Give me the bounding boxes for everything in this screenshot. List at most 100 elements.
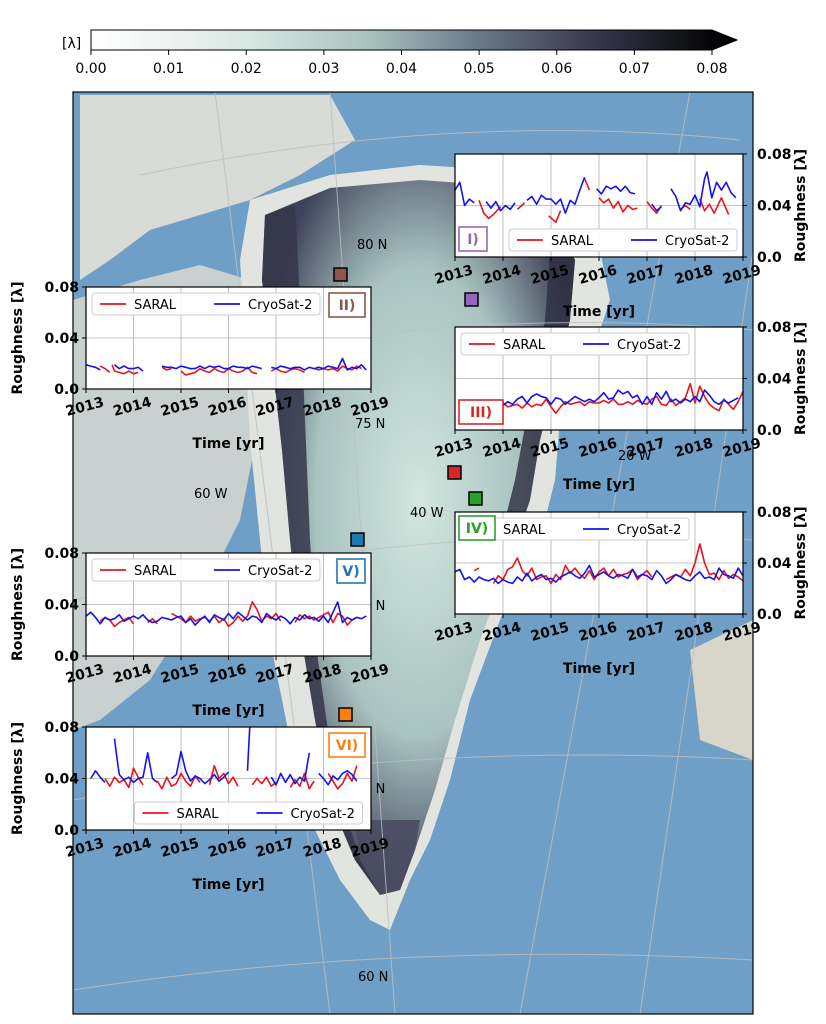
y-tick-label: 0.08 (757, 320, 792, 336)
legend-label: SARAL (503, 338, 546, 353)
series-line-saral (99, 601, 358, 628)
y-tick-label: 0.04 (757, 199, 792, 215)
legend: SARAL CryoSat-2 (134, 801, 363, 825)
panel-label-text: III) (470, 405, 492, 421)
location-marker-V (350, 532, 365, 547)
location-marker-VI (338, 707, 353, 722)
location-marker-IV (468, 491, 483, 506)
legend-label: CryoSat-2 (665, 234, 729, 249)
map-land-svalbard (690, 620, 753, 760)
legend-label: CryoSat-2 (617, 523, 681, 538)
colorbar-ticks: 0.00 0.01 0.02 0.03 0.04 0.05 0.06 0.07 0.08 (75, 50, 728, 77)
panel-label-text: I) (467, 232, 479, 248)
y-tick-label: 0.04 (44, 772, 79, 788)
y-axis-label: Roughness [λ] (793, 506, 809, 619)
y-tick-label: 0.08 (44, 280, 79, 296)
x-axis-label: Time [yr] (192, 877, 264, 893)
panel-label-text: IV) (466, 521, 488, 537)
legend-label: SARAL (177, 807, 220, 822)
y-axis-label: Roughness [λ] (10, 548, 26, 661)
lat-label-60: 60 N (358, 970, 388, 985)
colorbar: [λ] 0.00 0.01 0.02 0.03 0.04 0.05 0.06 0.07 0.08 (62, 29, 739, 77)
legend-label: SARAL (551, 234, 594, 249)
y-tick-label: 0.0 (54, 823, 79, 839)
legend-box (91, 558, 321, 582)
y-axis-label: Roughness [λ] (10, 281, 26, 394)
x-axis-label: Time [yr] (192, 703, 264, 719)
legend: SARAL CryoSat-2 (460, 332, 690, 356)
legend-box (134, 801, 363, 825)
panel-label-text: II) (339, 298, 356, 314)
legend-box (508, 228, 738, 252)
series-line-saral (468, 382, 743, 415)
y-tick-label: 0.0 (757, 423, 782, 439)
y-tick-label: 0.08 (757, 147, 792, 163)
panel-label-box (458, 399, 504, 425)
legend-label: SARAL (134, 564, 177, 579)
panel-label-V: V) (336, 558, 366, 584)
map-frame (72, 91, 754, 1015)
series-line-saral (99, 364, 362, 376)
colorbar-label: [λ] (62, 36, 81, 52)
y-tick-label: 0.0 (757, 607, 782, 623)
colorbar-gradient (91, 30, 712, 50)
series-line-cryosat (468, 389, 739, 409)
legend: SARAL CryoSat-2 (460, 517, 690, 541)
y-tick-label: 0.04 (757, 556, 792, 572)
legend-box (460, 332, 690, 356)
colorbar-tick-label: 0.08 (696, 61, 727, 77)
x-axis-label: Time [yr] (563, 661, 635, 677)
lon-label-20w: 20 W (618, 449, 652, 464)
location-marker-II (333, 267, 348, 282)
y-axis-label: Roughness [λ] (793, 322, 809, 435)
legend-label: CryoSat-2 (248, 298, 312, 313)
y-tick-label: 0.08 (44, 720, 79, 736)
legend-box (91, 292, 321, 316)
colorbar-tick-label: 0.07 (619, 61, 650, 77)
legend: SARAL CryoSat-2 (508, 228, 738, 252)
panel-label-IV: IV) (458, 515, 496, 541)
y-tick-label: 0.08 (44, 546, 79, 562)
panel-label-box (328, 292, 366, 318)
y-tick-label: 0.04 (44, 331, 79, 347)
panel-label-VI: VI) (328, 732, 366, 758)
legend: SARAL CryoSat-2 (91, 292, 321, 316)
map-ice-margin-south (355, 820, 420, 895)
panel-label-box (458, 226, 488, 252)
colorbar-tick-label: 0.04 (386, 61, 417, 77)
legend: SARAL CryoSat-2 (91, 558, 321, 582)
panel-label-III: III) (458, 399, 504, 425)
panel-label-box (336, 558, 366, 584)
legend-label: SARAL (134, 298, 177, 313)
y-tick-label: 0.04 (44, 598, 79, 614)
x-axis-label: Time [yr] (563, 477, 635, 493)
inset-chart-I: 0.00.040.08 Roughness [λ]2013 2014 2015 2016… (433, 147, 809, 320)
x-axis-label: Time [yr] (192, 436, 264, 452)
series-line-cryosat (86, 357, 367, 372)
legend-label: CryoSat-2 (617, 338, 681, 353)
colorbar-extend-arrow (712, 30, 737, 50)
colorbar-frame (90, 29, 739, 51)
lon-label-60w: 60 W (194, 487, 228, 502)
panel-label-box (458, 515, 496, 541)
y-tick-label: 0.08 (757, 505, 792, 521)
y-tick-label: 0.0 (54, 382, 79, 398)
colorbar-tick-label: 0.05 (464, 61, 495, 77)
y-tick-label: 0.04 (757, 372, 792, 388)
location-marker-I (464, 292, 479, 307)
series-line-cryosat (86, 601, 367, 626)
lat-label-75: 75 N (355, 417, 385, 432)
series-line-cryosat (90, 727, 358, 786)
colorbar-tick-label: 0.06 (541, 61, 572, 77)
colorbar-tick-label: 0.02 (231, 61, 262, 77)
lat-label-80: 80 N (357, 238, 387, 253)
y-tick-label: 0.0 (757, 250, 782, 266)
lon-label-40w: 40 W (410, 506, 444, 521)
panel-label-text: VI) (336, 738, 358, 754)
series-line-saral (478, 178, 730, 223)
legend-label: CryoSat-2 (291, 807, 355, 822)
colorbar-tick-label: 0.03 (308, 61, 339, 77)
